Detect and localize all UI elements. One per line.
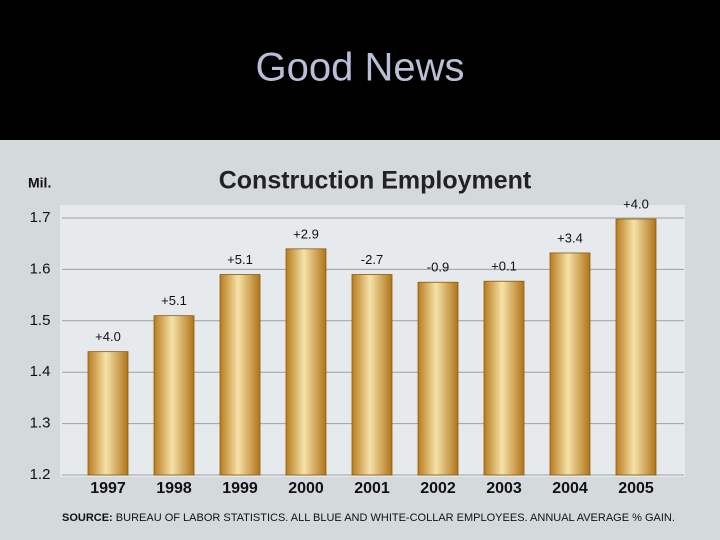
chart-title: Construction Employment — [219, 167, 532, 195]
bar — [351, 274, 393, 476]
y-axis-label: Mil. — [28, 175, 51, 191]
x-tick-label: 2002 — [420, 480, 456, 497]
bar — [417, 281, 459, 476]
slide-title: Good News — [256, 46, 465, 90]
x-tick-label: 1997 — [90, 480, 126, 497]
bar-annotation: +2.9 — [293, 226, 319, 241]
source: SOURCE: BUREAU OF LABOR STATISTICS. ALL … — [62, 512, 675, 524]
bar-annotation: -2.7 — [361, 252, 383, 267]
bar — [87, 351, 129, 476]
bar-annotation: +3.4 — [557, 230, 583, 245]
y-tick-label: 1.7 — [30, 209, 51, 226]
bar — [549, 252, 591, 476]
y-tick-label: 1.6 — [30, 260, 51, 277]
x-tick-label: 2003 — [486, 480, 522, 497]
y-tick-label: 1.2 — [30, 466, 51, 483]
bar-annotation: +0.1 — [491, 259, 517, 274]
bar-annotation: +5.1 — [161, 293, 187, 308]
x-tick-label: 1999 — [222, 480, 258, 497]
bar-annotation: +4.0 — [623, 196, 649, 211]
bar-annotation: -0.9 — [427, 260, 449, 275]
bar — [285, 248, 327, 476]
title-band — [0, 0, 720, 138]
y-tick-label: 1.5 — [30, 312, 51, 329]
source-label: SOURCE: — [62, 512, 113, 524]
bar-annotation: +5.1 — [227, 252, 253, 267]
x-tick-label: 2000 — [288, 480, 324, 497]
y-tick-label: 1.4 — [30, 363, 51, 380]
bar — [483, 280, 525, 476]
y-tick-label: 1.3 — [30, 415, 51, 432]
x-tick-label: 2004 — [552, 480, 588, 497]
bar — [615, 218, 657, 476]
source-text: BUREAU OF LABOR STATISTICS. ALL BLUE AND… — [116, 512, 675, 524]
bar — [153, 315, 195, 476]
bar — [219, 274, 261, 476]
bar-annotation: +4.0 — [95, 329, 121, 344]
x-tick-label: 2005 — [618, 480, 654, 497]
x-tick-label: 1998 — [156, 480, 192, 497]
x-tick-label: 2001 — [354, 480, 390, 497]
